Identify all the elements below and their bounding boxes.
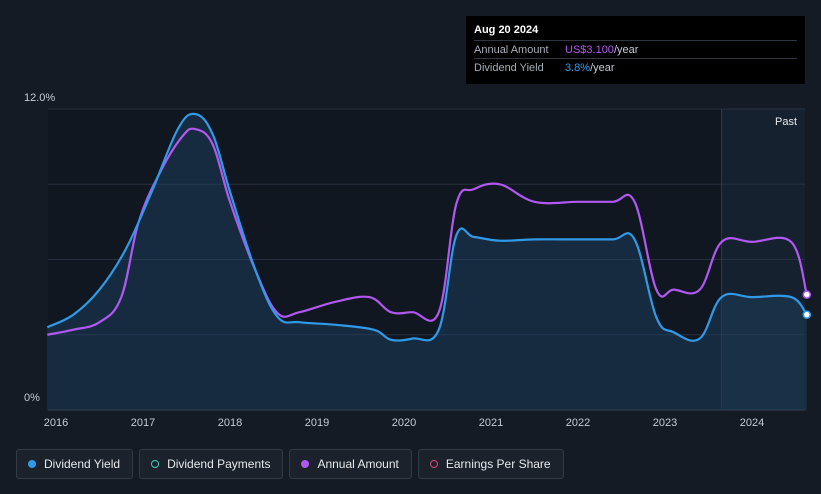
x-tick-label: 2018 bbox=[218, 417, 242, 429]
x-tick-label: 2022 bbox=[566, 417, 590, 429]
tooltip-dividend-yield-row: Dividend Yield 3.8% /year bbox=[474, 58, 797, 76]
tooltip: Aug 20 2024 Annual Amount US$3.100 /year… bbox=[466, 16, 805, 84]
x-tick-label: 2024 bbox=[740, 417, 764, 429]
past-label: Past bbox=[775, 116, 797, 128]
x-tick-label: 2017 bbox=[131, 417, 155, 429]
x-tick-label: 2020 bbox=[392, 417, 416, 429]
tooltip-date: Aug 20 2024 bbox=[474, 24, 539, 36]
legend-label: Earnings Per Share bbox=[445, 457, 551, 471]
dividend-yield-unit: /year bbox=[590, 61, 615, 74]
dividend-payments-ring-icon bbox=[151, 460, 160, 468]
legend-dividend-yield[interactable]: Dividend Yield bbox=[16, 449, 134, 479]
annual-amount-unit: /year bbox=[613, 43, 639, 56]
x-tick-label: 2016 bbox=[44, 417, 68, 429]
dividend-yield-label: Dividend Yield bbox=[474, 61, 544, 74]
y-tick-label: 12.0% bbox=[24, 92, 55, 104]
annual-amount-dot-icon bbox=[301, 460, 310, 468]
x-tick-label: 2021 bbox=[479, 417, 503, 429]
series-areas bbox=[47, 113, 807, 410]
dividend-yield-end-marker bbox=[802, 310, 812, 319]
legend: Dividend Yield Dividend Payments Annual … bbox=[16, 449, 564, 479]
legend-dividend-payments[interactable]: Dividend Payments bbox=[139, 449, 284, 479]
tooltip-annual-amount-row: Annual Amount US$3.100 /year bbox=[474, 40, 797, 58]
y-tick-labels: 12.0% 0% bbox=[24, 92, 55, 404]
grid bbox=[48, 108, 805, 411]
dividend-yield-dot-icon bbox=[28, 460, 36, 468]
x-tick-label: 2023 bbox=[653, 417, 677, 429]
dividend-yield-area bbox=[47, 113, 807, 410]
legend-label: Dividend Yield bbox=[44, 457, 121, 471]
dividend-yield-line bbox=[46, 112, 808, 342]
legend-earnings-per-share[interactable]: Earnings Per Share bbox=[417, 449, 564, 479]
legend-annual-amount[interactable]: Annual Amount bbox=[289, 449, 412, 479]
earnings-per-share-ring-icon bbox=[429, 460, 438, 468]
x-tick-labels: 2016 2017 2018 2019 2020 2021 2022 2023 2024 bbox=[44, 417, 764, 429]
end-markers bbox=[802, 290, 812, 319]
annual-amount-label: Annual Amount bbox=[474, 43, 549, 56]
legend-label: Annual Amount bbox=[317, 457, 399, 471]
annual-amount-value: US$3.100 bbox=[565, 43, 614, 56]
dividend-yield-value: 3.8% bbox=[565, 61, 591, 74]
series-lines bbox=[46, 112, 808, 342]
x-tick-label: 2019 bbox=[305, 417, 329, 429]
annual-amount-end-marker bbox=[802, 290, 812, 299]
legend-label: Dividend Payments bbox=[167, 457, 271, 471]
y-tick-label: 0% bbox=[24, 392, 40, 404]
